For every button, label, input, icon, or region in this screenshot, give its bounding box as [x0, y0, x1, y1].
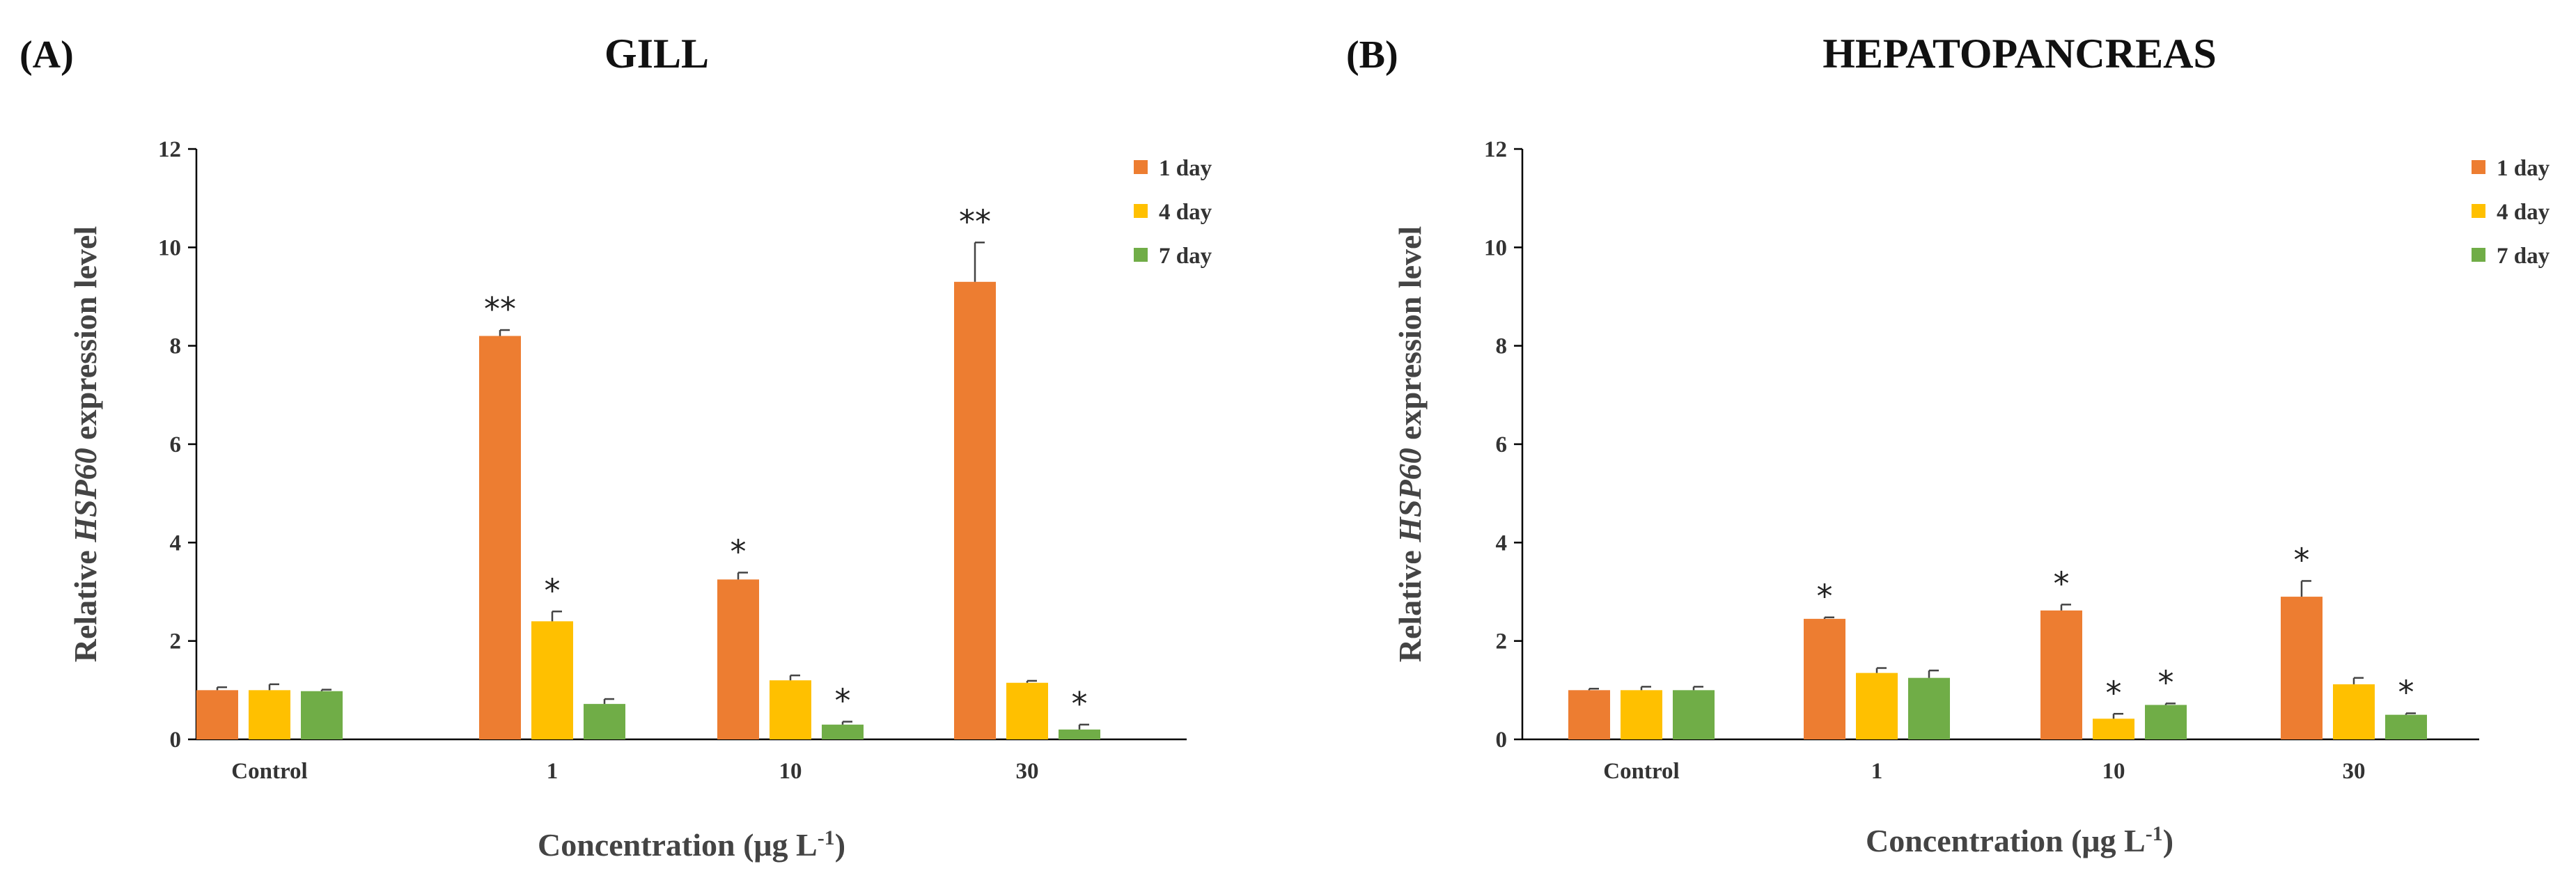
bar-1-day-1 — [1804, 618, 1845, 739]
x-axis-label-close: ) — [2163, 823, 2173, 858]
bar-7-day-30 — [2385, 714, 2427, 739]
y-tick-label: 2 — [170, 629, 182, 654]
y-tick-label: 8 — [1496, 334, 1508, 359]
bar-4-day-10 — [770, 680, 811, 739]
panel-label: (A) — [19, 33, 74, 77]
significance-marker: * — [731, 533, 747, 570]
x-tick-label: 1 — [547, 759, 559, 784]
bar-7-day-30 — [1059, 729, 1100, 739]
bar-4-day-1 — [531, 621, 573, 739]
legend-swatch-4-day — [2472, 204, 2485, 218]
x-tick-label: 30 — [1016, 759, 1039, 784]
bar-4-day-30 — [2333, 684, 2375, 739]
bar-7-day-1 — [584, 704, 625, 739]
significance-marker: * — [2158, 663, 2174, 701]
significance-marker: * — [2294, 541, 2310, 579]
x-tick-label: 30 — [2343, 759, 2366, 784]
legend-label: 1 day — [1159, 156, 1212, 181]
significance-marker: ** — [959, 203, 991, 240]
x-axis-label-main: Concentration — [538, 827, 743, 863]
legend-label: 4 day — [2497, 200, 2550, 225]
y-axis-label-suffix: expression level — [68, 226, 103, 448]
bar-1-day-10 — [717, 579, 759, 739]
x-tick-label: 1 — [1871, 759, 1883, 784]
y-tick-label: 4 — [1496, 531, 1508, 556]
y-axis-label-gene: HSP60 — [68, 448, 103, 542]
x-tick-label: Control — [1603, 759, 1679, 784]
bar-1-day-10 — [2040, 610, 2082, 739]
significance-marker: * — [1072, 685, 1088, 723]
y-tick-label: 8 — [170, 334, 182, 359]
legend-label: 7 day — [1159, 244, 1212, 269]
y-axis-label-gene: HSP60 — [1392, 448, 1428, 542]
bar-1-day-30 — [954, 281, 996, 739]
y-tick-label: 2 — [1496, 629, 1508, 654]
y-tick-label: 12 — [158, 137, 181, 162]
significance-marker: * — [2398, 674, 2414, 712]
y-axis-label: Relative HSP60 expression level — [1392, 226, 1428, 662]
chart-title: GILL — [604, 31, 709, 77]
bar-4-day-30 — [1006, 682, 1048, 739]
bar-7-day-Control — [301, 691, 343, 739]
x-axis-label-close: ) — [835, 827, 845, 863]
bar-1-day-1 — [479, 336, 521, 739]
x-tick-label: Control — [231, 759, 307, 784]
y-tick-label: 0 — [170, 728, 182, 753]
y-axis-label-prefix: Relative — [1392, 542, 1428, 662]
x-tick-label: 10 — [2102, 759, 2125, 784]
bar-7-day-10 — [2145, 705, 2187, 739]
legend-swatch-7-day — [1134, 248, 1148, 262]
legend-label: 7 day — [2497, 244, 2550, 269]
bar-4-day-1 — [1856, 673, 1898, 739]
significance-marker: * — [1817, 578, 1833, 615]
y-tick-label: 12 — [1484, 137, 1507, 162]
legend-label: 4 day — [1159, 200, 1212, 225]
y-tick-label: 10 — [158, 235, 181, 260]
x-tick-label: 10 — [779, 759, 802, 784]
bar-4-day-Control — [1621, 690, 1662, 739]
x-axis-label: Concentration (μg L-1) — [538, 826, 845, 863]
chart-panel-b: (B) HEPATOPANCREAS 0 2 4 6 8 10 12 Relative HSP60… — [1346, 31, 2550, 858]
x-axis-label-sup: -1 — [2146, 822, 2163, 845]
x-axis-label-unit: (μg L — [743, 827, 818, 863]
y-axis-label-prefix: Relative — [68, 542, 103, 662]
bar-7-day-Control — [1673, 690, 1715, 739]
x-axis-label-unit: (μg L — [2071, 823, 2146, 858]
significance-marker: * — [835, 682, 851, 720]
significance-marker: * — [2054, 565, 2070, 602]
x-axis-label-main: Concentration — [1866, 823, 2071, 858]
y-axis-label-suffix: expression level — [1392, 226, 1428, 448]
legend-swatch-7-day — [2472, 248, 2485, 262]
significance-marker: ** — [484, 290, 516, 328]
y-tick-label: 4 — [170, 531, 182, 556]
x-axis-label-sup: -1 — [818, 826, 835, 849]
significance-marker: * — [2106, 674, 2122, 712]
bar-1-day-30 — [2281, 597, 2323, 739]
bar-7-day-10 — [822, 724, 864, 739]
significance-marker: * — [545, 572, 561, 609]
bar-1-day-Control — [1568, 690, 1610, 739]
y-tick-label: 0 — [1496, 728, 1508, 753]
legend-swatch-1-day — [1134, 160, 1148, 174]
y-axis-label: Relative HSP60 expression level — [68, 226, 103, 662]
y-tick-label: 10 — [1484, 235, 1507, 260]
legend-swatch-4-day — [1134, 204, 1148, 218]
chart-title: HEPATOPANCREAS — [1822, 31, 2217, 77]
y-tick-label: 6 — [170, 432, 182, 457]
bar-4-day-Control — [249, 690, 290, 739]
bar-1-day-Control — [196, 690, 238, 739]
y-tick-label: 6 — [1496, 432, 1508, 457]
bar-4-day-10 — [2093, 718, 2134, 739]
x-axis-label: Concentration (μg L-1) — [1866, 822, 2173, 859]
legend-swatch-1-day — [2472, 160, 2485, 174]
bar-7-day-1 — [1908, 677, 1950, 739]
chart-panel-a: (A) GILL 0 2 4 6 8 10 12 Relative HSP60 expressio… — [19, 31, 1212, 863]
panel-label: (B) — [1346, 33, 1398, 77]
legend-label: 1 day — [2497, 156, 2550, 181]
